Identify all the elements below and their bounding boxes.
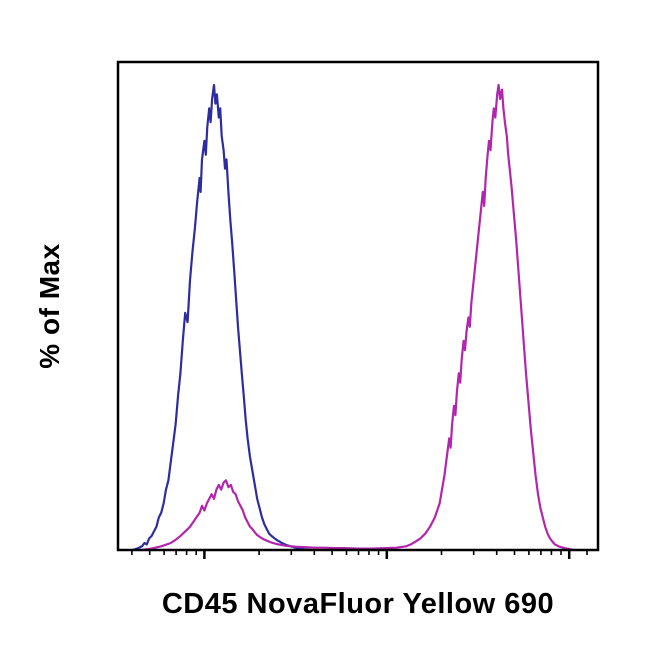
trace-cd45-stained-population: [140, 83, 576, 552]
y-axis-label: % of Max: [34, 243, 65, 369]
plot-border: [116, 60, 600, 552]
trace-negative-control-population: [131, 83, 312, 552]
x-axis-label: CD45 NovaFluor Yellow 690: [161, 588, 555, 620]
